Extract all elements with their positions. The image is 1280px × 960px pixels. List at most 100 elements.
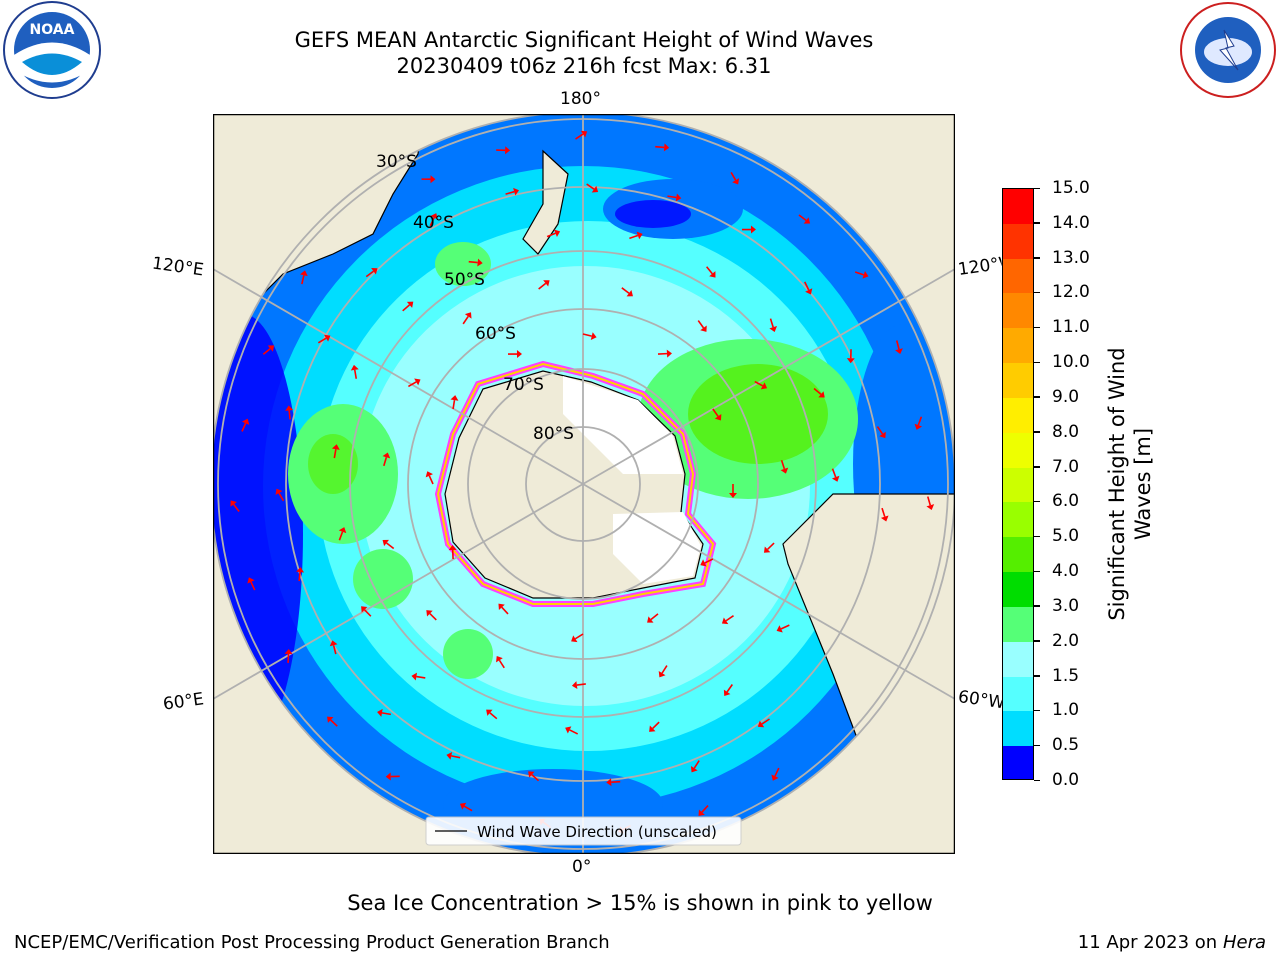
wind-wave-arrow-shaft — [774, 767, 780, 777]
latitude-label-40s: 40°S — [413, 213, 454, 233]
wind-wave-arrow-head — [486, 709, 493, 716]
wind-wave-arrow-shaft — [451, 755, 461, 759]
colorbar-tick-mark — [1034, 257, 1040, 259]
wind-wave-arrow-shaft — [531, 774, 540, 782]
wind-wave-arrow-head — [776, 625, 783, 633]
wind-wave-arrow-shaft — [428, 475, 434, 485]
colorbar-tick-label: 1.5 — [1052, 665, 1080, 686]
wind-wave-arrow-shaft — [233, 503, 240, 513]
wind-wave-arrow-head — [498, 603, 505, 611]
wind-wave-arrow-head — [647, 616, 654, 623]
wind-wave-arrow-shaft — [917, 416, 923, 426]
wind-wave-arrow-shaft — [667, 195, 677, 199]
wind-wave-arrow-head — [241, 418, 250, 425]
colorbar-tick-label: 8.0 — [1052, 421, 1080, 442]
footer-system: Hera — [1222, 932, 1266, 953]
wind-wave-arrow-head — [846, 358, 855, 364]
colorbar-tick-label: 3.0 — [1052, 595, 1080, 616]
colorbar — [1002, 188, 1034, 780]
wind-wave-arrow-shaft — [381, 712, 391, 716]
wind-wave-arrow-shaft — [576, 683, 586, 686]
wind-wave-arrow-shaft — [574, 633, 584, 640]
wind-wave-arrow-head — [275, 488, 283, 496]
wind-wave-arrow-shaft — [298, 571, 301, 582]
colorbar-tick-mark — [1034, 570, 1040, 573]
wind-wave-arrow-shaft — [317, 337, 327, 344]
wind-wave-arrow-shaft — [505, 190, 515, 195]
wind-wave-arrow-shaft — [463, 805, 473, 812]
wind-wave-arrow-shaft — [365, 270, 374, 278]
wind-wave-arrow-head — [331, 444, 340, 450]
wind-wave-arrow-shaft — [498, 659, 505, 669]
wind-wave-arrow-head — [723, 689, 731, 696]
colorbar-tick-mark — [1034, 466, 1040, 468]
wind-wave-arrow-head — [880, 515, 889, 522]
colorbar-tick-mark — [1034, 326, 1040, 329]
wind-wave-arrow-shaft — [767, 542, 775, 550]
colorbar-tick-label: 5.0 — [1052, 526, 1080, 547]
wind-wave-arrow-shaft — [652, 721, 660, 729]
wind-wave-arrow-head — [757, 720, 765, 728]
wind-wave-arrow-shaft — [769, 318, 774, 328]
footer-date-text: 11 Apr 2023 on — [1077, 932, 1223, 953]
colorbar-cell — [1003, 711, 1033, 747]
wind-wave-arrow-head — [626, 290, 633, 297]
meridian-label-120e: 120°E — [150, 253, 205, 281]
colorbar-tick-mark — [1034, 500, 1040, 503]
wind-wave-arrow-shaft — [338, 531, 344, 541]
wind-wave-arrow-head — [426, 610, 433, 617]
wind-wave-arrow-head — [771, 774, 779, 781]
colorbar-tick-label: 0.5 — [1052, 735, 1080, 756]
latitude-label-50s: 50°S — [444, 270, 485, 290]
wind-wave-arrow-shaft — [250, 581, 256, 591]
wind-wave-arrow-head — [879, 431, 886, 439]
wind-wave-arrow-shaft — [813, 387, 822, 395]
wind-wave-arrow-head — [528, 771, 535, 778]
wind-wave-arrow-shaft — [927, 496, 932, 506]
wind-wave-arrow-head — [580, 130, 588, 138]
wind-wave-arrow-shaft — [278, 492, 285, 502]
colorbar-tick-label: 15.0 — [1052, 178, 1090, 198]
latitude-label-70s: 70°S — [503, 375, 544, 395]
wind-wave-arrow-shaft — [383, 457, 388, 467]
wind-wave-arrow-head — [571, 681, 578, 690]
latitude-label-60s: 60°S — [475, 324, 516, 344]
wind-wave-arrow-head — [709, 271, 716, 278]
wind-wave-arrow-head — [698, 809, 705, 816]
latitude-label-80s: 80°S — [533, 424, 574, 444]
footer-date: 11 Apr 2023 on Hera — [1078, 932, 1266, 954]
wind-wave-arrow-head — [382, 452, 391, 459]
wind-wave-arrow-head — [636, 231, 643, 240]
ice-shelf — [563, 376, 683, 474]
wind-wave-arrow-head — [496, 656, 503, 663]
wind-wave-arrow-shaft — [725, 615, 734, 622]
sea-ice-edge-inner — [436, 362, 715, 605]
wind-wave-arrow-head — [450, 395, 459, 401]
wind-wave-arrow-shaft — [804, 281, 810, 291]
colorbar-tick-label: 7.0 — [1052, 456, 1080, 477]
wind-wave-arrow-shaft — [726, 684, 733, 693]
wind-wave-arrow-shaft — [582, 333, 592, 337]
wind-wave-arrow-head — [411, 672, 418, 681]
colorbar-cell — [1003, 189, 1033, 225]
meridian-label-0: 0° — [572, 857, 592, 877]
wind-wave-arrow-head — [553, 229, 561, 237]
wind-wave-arrow-shaft — [462, 315, 469, 325]
wind-wave-arrow-shaft — [363, 609, 372, 617]
colorbar-cell — [1003, 606, 1033, 643]
colorbar-cell — [1003, 432, 1033, 469]
wind-wave-arrow-shaft — [895, 340, 900, 350]
colorbar-tick-label: 9.0 — [1052, 386, 1080, 407]
wind-wave-arrow-shaft — [386, 542, 395, 550]
wind-wave-arrow-head — [591, 185, 599, 193]
wind-wave-arrow-head — [666, 349, 672, 358]
wind-wave-arrow-head — [247, 577, 255, 584]
wind-wave-arrow-shaft — [452, 399, 456, 410]
wind-wave-arrow-head — [831, 475, 840, 482]
wind-wave-arrow-head — [780, 467, 789, 474]
colorbar-tick-mark — [1034, 709, 1040, 712]
wind-wave-arrow-shaft — [546, 232, 556, 238]
wind-wave-arrow-shaft — [353, 369, 358, 379]
colorbar-tick-label: 6.0 — [1052, 491, 1080, 512]
wind-wave-arrow-head — [371, 268, 378, 275]
